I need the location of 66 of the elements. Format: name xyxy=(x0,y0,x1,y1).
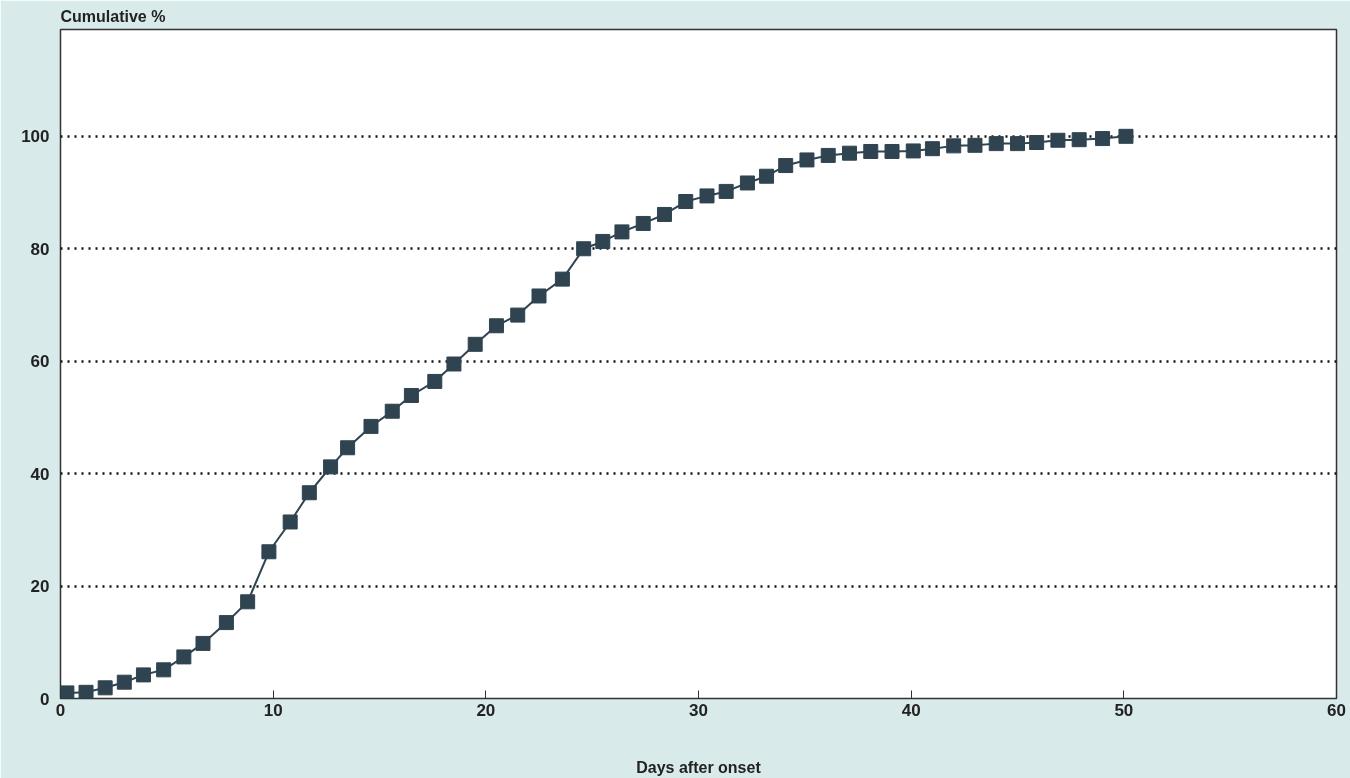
point xyxy=(778,158,794,174)
point xyxy=(759,168,775,184)
x-tick-label: 20 xyxy=(476,700,496,720)
y-axis-title: Cumulative % xyxy=(60,7,166,25)
point xyxy=(656,206,672,222)
point xyxy=(1071,132,1087,148)
point xyxy=(699,188,715,204)
point xyxy=(884,143,900,159)
point xyxy=(116,674,132,690)
y-tick-label: 40 xyxy=(30,464,50,484)
point xyxy=(467,336,483,352)
x-tick-label: 40 xyxy=(901,700,921,720)
point xyxy=(156,662,172,678)
point xyxy=(576,241,592,257)
point xyxy=(363,418,379,434)
point xyxy=(924,141,940,157)
point xyxy=(988,136,1004,152)
point xyxy=(301,485,317,501)
point xyxy=(510,307,526,323)
point xyxy=(614,224,630,240)
x-axis-title: Days after onset xyxy=(636,758,762,776)
point xyxy=(78,684,94,699)
point xyxy=(739,175,755,191)
point xyxy=(595,233,611,249)
point xyxy=(488,318,504,334)
y-tick-label: 80 xyxy=(30,239,50,259)
point xyxy=(446,356,462,372)
point xyxy=(678,194,694,210)
point xyxy=(60,685,75,699)
point xyxy=(261,544,277,560)
point xyxy=(195,635,211,651)
point xyxy=(340,440,356,456)
point xyxy=(1118,128,1134,144)
x-tick-label: 60 xyxy=(1327,700,1346,720)
y-tick-label: 100 xyxy=(21,127,50,147)
point xyxy=(554,271,570,287)
point xyxy=(282,514,298,530)
point xyxy=(1050,132,1066,148)
point xyxy=(635,215,651,231)
point xyxy=(218,615,234,631)
point xyxy=(841,145,857,161)
point xyxy=(799,152,815,168)
point xyxy=(718,183,734,199)
point xyxy=(1095,131,1111,147)
point xyxy=(135,667,151,683)
point xyxy=(97,680,113,696)
point xyxy=(531,288,547,304)
point xyxy=(384,403,400,419)
point xyxy=(1010,136,1025,152)
point xyxy=(403,387,419,403)
y-tick-label: 60 xyxy=(30,352,50,372)
point xyxy=(905,143,921,159)
x-tick-label: 30 xyxy=(689,700,708,720)
point xyxy=(323,459,339,475)
point xyxy=(967,137,983,153)
point xyxy=(1029,135,1045,150)
point xyxy=(427,373,443,389)
x-tick-label: 10 xyxy=(263,700,283,720)
y-tick-label: 20 xyxy=(30,577,50,597)
point xyxy=(946,138,962,154)
point xyxy=(240,594,256,610)
x-tick-label: 0 xyxy=(55,700,66,720)
point xyxy=(863,143,879,159)
point xyxy=(176,649,192,665)
x-tick-label: 50 xyxy=(1114,700,1134,720)
point xyxy=(820,147,836,163)
